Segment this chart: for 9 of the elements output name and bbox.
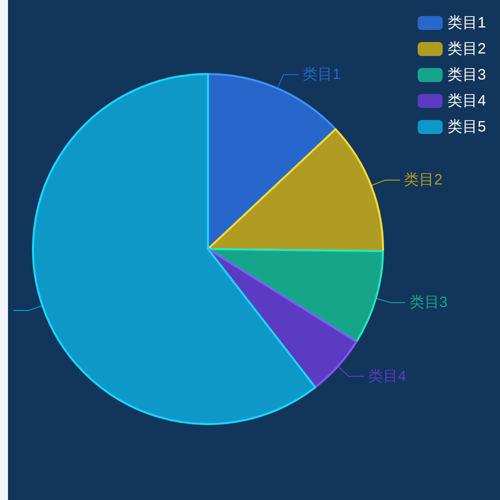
legend-label: 类目2 — [448, 40, 486, 58]
legend-label: 类目4 — [448, 92, 486, 110]
slice-label: 类目1 — [302, 66, 341, 84]
slice-label: 类目4 — [368, 368, 406, 385]
legend-label: 类目1 — [448, 14, 486, 32]
legend-label: 类目5 — [448, 118, 486, 136]
slice-label: 类目2 — [404, 172, 442, 189]
slice-label: 类目3 — [409, 294, 448, 312]
legend-label: 类目3 — [448, 66, 486, 84]
